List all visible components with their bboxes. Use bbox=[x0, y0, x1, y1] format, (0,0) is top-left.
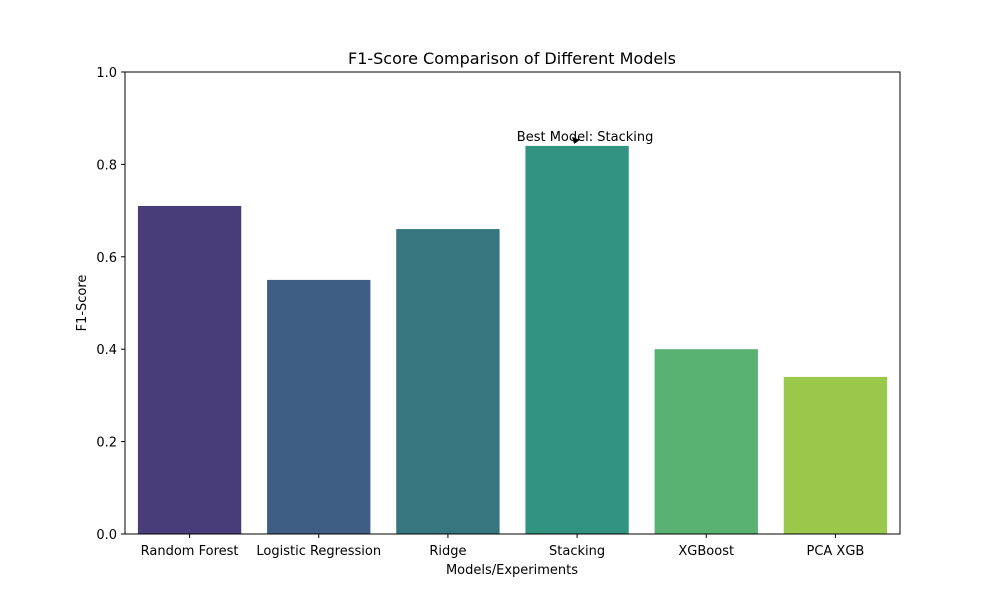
bars-group bbox=[137, 145, 888, 535]
bar-pca-xgb bbox=[783, 376, 888, 534]
y-tick-label: 0.4 bbox=[96, 343, 117, 358]
annotation-group: Best Model: Stacking bbox=[517, 130, 654, 145]
bar-ridge bbox=[396, 229, 500, 534]
annotation-arrow bbox=[572, 136, 581, 144]
y-tick-label: 1.0 bbox=[96, 66, 117, 81]
plot-frame bbox=[124, 71, 901, 535]
y-tick-label: 0.2 bbox=[96, 436, 117, 451]
x-axis: Random Forest Logistic Regression Ridge Sta… bbox=[141, 534, 864, 559]
y-axis-label: F1-Score bbox=[75, 275, 90, 332]
bar-random-forest bbox=[137, 205, 242, 535]
y-tick-label: 0.0 bbox=[96, 528, 117, 543]
annotation-label: Best Model: Stacking bbox=[517, 130, 654, 145]
x-tick-label: Random Forest bbox=[141, 544, 239, 559]
y-tick-label: 0.6 bbox=[96, 251, 117, 266]
y-tick-label: 0.8 bbox=[96, 158, 117, 173]
bar-logistic-regression bbox=[267, 279, 371, 534]
x-tick-label: XGBoost bbox=[678, 544, 734, 559]
x-tick-label: Logistic Regression bbox=[256, 544, 381, 559]
x-tick-label: PCA XGB bbox=[806, 544, 864, 559]
bar-xgboost bbox=[654, 349, 758, 534]
chart-title: F1-Score Comparison of Different Models bbox=[348, 49, 676, 68]
y-axis: 0.0 0.2 0.4 0.6 0.8 1.0 bbox=[96, 66, 125, 543]
bar-stacking bbox=[525, 145, 629, 535]
x-tick-label: Ridge bbox=[429, 544, 466, 559]
x-axis-label: Models/Experiments bbox=[446, 563, 578, 578]
x-tick-label: Stacking bbox=[549, 544, 605, 559]
